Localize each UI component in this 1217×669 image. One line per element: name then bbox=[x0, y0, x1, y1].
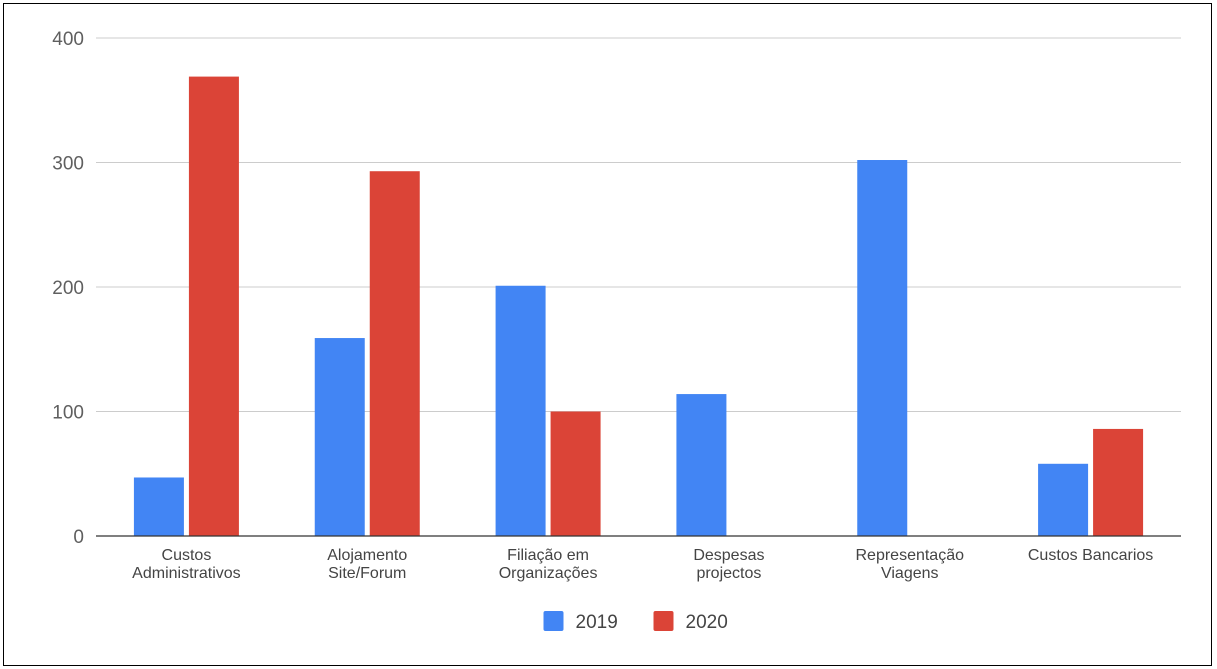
y-tick-label: 0 bbox=[73, 527, 84, 548]
x-category-label: Despesas bbox=[693, 547, 764, 564]
bar-2019-0 bbox=[133, 477, 184, 536]
y-tick-label: 300 bbox=[52, 154, 84, 175]
x-category-label: Viagens bbox=[881, 565, 939, 582]
y-tick-label: 200 bbox=[52, 278, 84, 299]
x-category-label: Alojamento bbox=[327, 547, 407, 564]
y-tick-label: 400 bbox=[52, 29, 84, 50]
legend-swatch-2020 bbox=[653, 611, 674, 631]
x-category-label: Organizações bbox=[499, 565, 598, 582]
x-category-label: Representação bbox=[855, 547, 964, 564]
bar-2019-2 bbox=[495, 285, 546, 536]
bar-2019-1 bbox=[314, 338, 365, 536]
x-category-label: Custos Bancarios bbox=[1028, 547, 1153, 564]
bar-2020-5 bbox=[1093, 428, 1144, 536]
bar-2019-4 bbox=[857, 160, 908, 536]
bar-2019-5 bbox=[1038, 463, 1089, 536]
x-category-label: Administrativos bbox=[132, 565, 240, 582]
x-category-label: Custos bbox=[162, 547, 212, 564]
x-category-label: Filiação em bbox=[507, 547, 589, 564]
bar-2020-1 bbox=[369, 171, 420, 536]
bar-2020-0 bbox=[188, 76, 239, 536]
legend-swatch-2019 bbox=[543, 611, 564, 631]
legend-label: 2020 bbox=[686, 612, 728, 633]
bar-2019-3 bbox=[676, 394, 727, 536]
x-category-label: Site/Forum bbox=[328, 565, 406, 582]
bar-2020-2 bbox=[550, 411, 601, 536]
legend-label: 2019 bbox=[576, 612, 618, 633]
x-category-label: projectos bbox=[696, 565, 761, 582]
y-tick-label: 100 bbox=[52, 403, 84, 424]
